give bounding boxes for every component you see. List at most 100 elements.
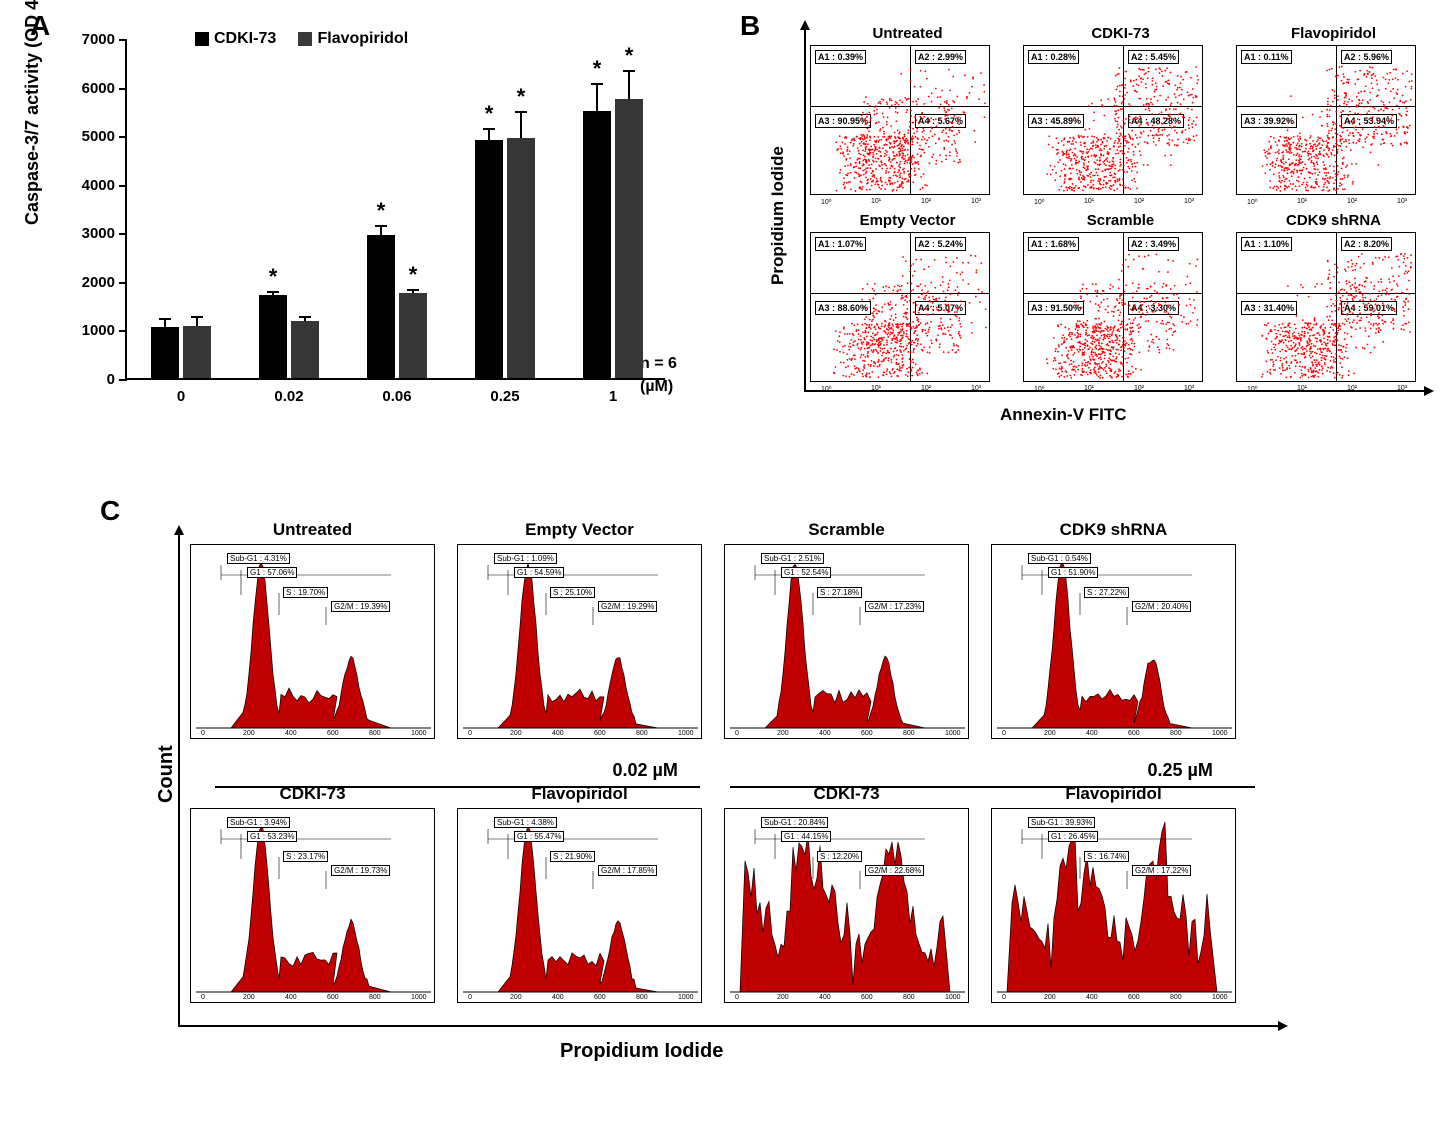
panel-c-label: C [100, 495, 120, 527]
histogram-cell: FlavopiridolSub-G1 : 39.93%G1 : 26.45%S … [991, 784, 1236, 1003]
histogram-plot: Sub-G1 : 39.93%G1 : 26.45%S : 16.74%G2/M… [991, 808, 1236, 1003]
cell-cycle-phase-label: G2/M : 22.68% [865, 865, 924, 876]
cell-cycle-phase-label: Sub-G1 : 39.93% [1028, 817, 1095, 828]
cell-cycle-phase-label: Sub-G1 : 4.31% [227, 553, 290, 564]
cell-cycle-phase-label: S : 27.22% [1084, 587, 1129, 598]
cell-cycle-phase-label: S : 27.18% [817, 587, 862, 598]
concentration-underline [215, 786, 700, 788]
facs-scatter-plot: A1 : 1.68%A2 : 3.49%A3 : 91.50%A4 : 3.30… [1023, 232, 1203, 382]
cell-cycle-phase-label: Sub-G1 : 4.38% [494, 817, 557, 828]
histogram-grid: Untreated Sub-G1 : 4.31% G1 : 57.06% S : 19… [190, 520, 1236, 1013]
x-tick-label: 0.06 [367, 388, 427, 405]
facs-plot-title: CDKI-73 [1023, 25, 1218, 42]
cell-cycle-phase-label: S : 21.90% [550, 851, 595, 862]
concentration-label: 0.25 µM [1148, 760, 1213, 781]
facs-cell: CDK9 shRNAA1 : 1.10%A2 : 8.20%A3 : 31.40… [1236, 212, 1431, 387]
facs-cell: FlavopiridolA1 : 0.11%A2 : 5.96%A3 : 39.… [1236, 25, 1431, 200]
histogram-row-2: CDKI-73Sub-G1 : 3.94%G1 : 53.23%S : 23.1… [190, 784, 1236, 1003]
bar [507, 138, 535, 378]
bar [183, 326, 211, 378]
significance-marker: * [587, 56, 607, 82]
bar [367, 235, 395, 378]
histogram-title: Untreated [190, 520, 435, 540]
histogram-cell: Empty VectorSub-G1 : 1.09%G1 : 54.59%S :… [457, 520, 702, 739]
significance-marker: * [511, 84, 531, 110]
arrow-right-icon [1424, 386, 1434, 396]
histogram-cell: ScrambleSub-G1 : 2.51%G1 : 52.54%S : 27.… [724, 520, 969, 739]
cell-cycle-phase-label: G1 : 52.54% [781, 567, 831, 578]
panel-a: 0100020003000400050006000700000.02*0.06*… [30, 10, 730, 440]
x-tick-label: 0.25 [475, 388, 535, 405]
histogram-title: Empty Vector [457, 520, 702, 540]
cell-cycle-phase-label: G2/M : 20.40% [1132, 601, 1191, 612]
histogram-title: CDK9 shRNA [991, 520, 1236, 540]
cell-cycle-phase-label: G1 : 26.45% [1048, 831, 1098, 842]
cell-cycle-phase-label: G2/M : 17.85% [598, 865, 657, 876]
histogram-plot: Sub-G1 : 20.84%G1 : 44.15%S : 12.20%G2/M… [724, 808, 969, 1003]
facs-scatter-plot: A1 : 0.11%A2 : 5.96%A3 : 39.92%A4 : 53.9… [1236, 45, 1416, 195]
y-tick-label: 3000 [65, 225, 115, 242]
bar [399, 293, 427, 378]
panel-b-label: B [740, 10, 760, 42]
y-tick-label: 6000 [65, 80, 115, 97]
cell-cycle-phase-label: S : 23.17% [283, 851, 328, 862]
cell-cycle-phase-label: Sub-G1 : 0.54% [1028, 553, 1091, 564]
histogram-plot: Sub-G1 : 1.09%G1 : 54.59%S : 25.10%G2/M … [457, 544, 702, 739]
cell-cycle-phase-label: G1 : 51.90% [1048, 567, 1098, 578]
significance-marker: * [403, 262, 423, 288]
histogram-plot: Sub-G1 : 4.31% G1 : 57.06% S : 19.70%G2/M … [190, 544, 435, 739]
histogram-cell: CDKI-73Sub-G1 : 3.94%G1 : 53.23%S : 23.1… [190, 784, 435, 1003]
facs-plot-title: CDK9 shRNA [1236, 212, 1431, 229]
cell-cycle-phase-label: G2/M : 19.73% [331, 865, 390, 876]
histogram-row-1: Untreated Sub-G1 : 4.31% G1 : 57.06% S : 19… [190, 520, 1236, 739]
bar-chart: 0100020003000400050006000700000.02*0.06*… [125, 40, 665, 380]
concentration-label: 0.02 µM [613, 760, 678, 781]
bar [583, 111, 611, 378]
histogram-title: Scramble [724, 520, 969, 540]
cell-cycle-phase-label: Sub-G1 : 1.09% [494, 553, 557, 564]
bar [291, 321, 319, 378]
panel-c-y-axis-label: Count [155, 745, 178, 803]
facs-cell: UntreatedA1 : 0.39%A2 : 2.99%A3 : 90.95%… [810, 25, 1005, 200]
cell-cycle-phase-label: G2/M : 19.29% [598, 601, 657, 612]
panel-b-y-axis-label: Propidium Iodide [768, 146, 788, 285]
panel-b-x-axis-label: Annexin-V FITC [1000, 405, 1127, 425]
x-tick-label: 0 [151, 388, 211, 405]
cell-cycle-phase-label: Sub-G1 : 20.84% [761, 817, 828, 828]
bar [151, 327, 179, 378]
arrow-up-icon [174, 525, 184, 535]
significance-marker: * [371, 198, 391, 224]
facs-scatter-plot: A1 : 0.28%A2 : 5.45%A3 : 45.89%A4 : 48.2… [1023, 45, 1203, 195]
y-tick-label: 5000 [65, 128, 115, 145]
cell-cycle-phase-label: G1 : 57.06% [247, 567, 297, 578]
y-tick-label: 1000 [65, 322, 115, 339]
histogram-cell: FlavopiridolSub-G1 : 4.38%G1 : 55.47%S :… [457, 784, 702, 1003]
y-tick-label: 7000 [65, 31, 115, 48]
y-tick-label: 2000 [65, 274, 115, 291]
facs-cell: Empty Vector A1 : 1.07%A2 : 5.24%A3 : 88.… [810, 212, 1005, 387]
cell-cycle-phase-label: G1 : 54.59% [514, 567, 564, 578]
cell-cycle-phase-label: G2/M : 17.22% [1132, 865, 1191, 876]
histogram-cell: CDKI-73Sub-G1 : 20.84%G1 : 44.15%S : 12.… [724, 784, 969, 1003]
significance-marker: * [479, 101, 499, 127]
bar [259, 295, 287, 378]
facs-grid: UntreatedA1 : 0.39%A2 : 2.99%A3 : 90.95%… [810, 25, 1431, 387]
facs-scatter-plot: A1 : 1.07%A2 : 5.24%A3 : 88.60%A4 : 5.07… [810, 232, 990, 382]
cell-cycle-phase-label: G2/M : 19.39% [331, 601, 390, 612]
histogram-cell: Untreated Sub-G1 : 4.31% G1 : 57.06% S : 19… [190, 520, 435, 739]
y-tick-label: 0 [65, 371, 115, 388]
histogram-plot: Sub-G1 : 0.54% G1 : 51.90% S : 27.22%G2/M … [991, 544, 1236, 739]
cell-cycle-phase-label: G2/M : 17.23% [865, 601, 924, 612]
bar [475, 140, 503, 378]
facs-cell: ScrambleA1 : 1.68%A2 : 3.49%A3 : 91.50%A… [1023, 212, 1218, 387]
y-tick-label: 4000 [65, 177, 115, 194]
arrow-right-icon [1278, 1021, 1288, 1031]
cell-cycle-phase-label: S : 12.20% [817, 851, 862, 862]
cell-cycle-phase-label: S : 19.70% [283, 587, 328, 598]
concentration-underline [730, 786, 1255, 788]
panel-c-x-axis-label: Propidium Iodide [560, 1040, 723, 1063]
cell-cycle-phase-label: Sub-G1 : 3.94% [227, 817, 290, 828]
histogram-cell: CDK9 shRNA Sub-G1 : 0.54% G1 : 51.90% S : 2… [991, 520, 1236, 739]
histogram-plot: Sub-G1 : 3.94%G1 : 53.23%S : 23.17%G2/M … [190, 808, 435, 1003]
facs-plot-title: Empty Vector [810, 212, 1005, 229]
